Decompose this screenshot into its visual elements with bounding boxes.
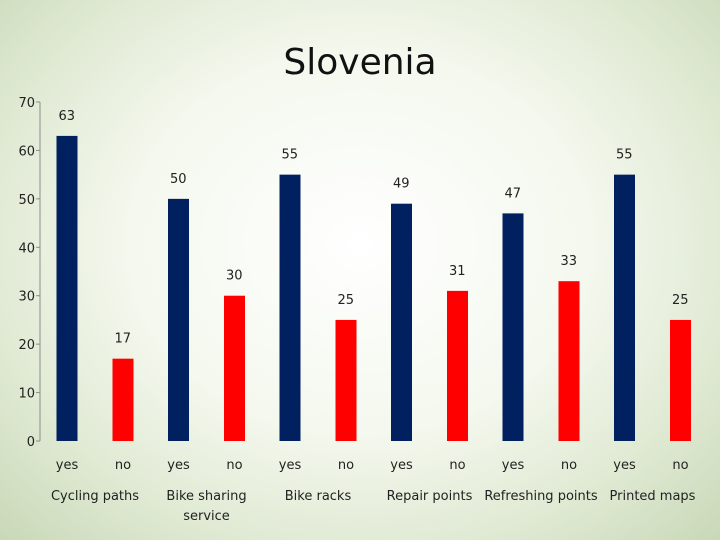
x-subcategory-label: yes: [279, 458, 302, 473]
x-subcategory-label: no: [672, 458, 688, 473]
data-label: 55: [282, 148, 299, 163]
bar: [614, 174, 635, 441]
bar: [558, 281, 580, 441]
y-tick-label: 40: [18, 241, 35, 256]
x-subcategory-label: yes: [502, 458, 525, 473]
bar: [56, 135, 78, 441]
data-label: 49: [393, 177, 410, 192]
bar: [279, 174, 301, 441]
x-group-label: Repair points: [387, 489, 473, 504]
bar: [391, 203, 412, 441]
x-subcategory-label: no: [561, 458, 577, 473]
bar: [112, 358, 134, 441]
bar: [168, 198, 189, 441]
x-subcategory-label: yes: [390, 458, 413, 473]
x-subcategory-label: no: [449, 458, 465, 473]
data-label: 63: [59, 109, 76, 124]
bar: [224, 295, 245, 441]
y-tick-label: 30: [18, 290, 35, 305]
data-label: 55: [616, 148, 633, 163]
x-subcategory-label: no: [226, 458, 242, 473]
data-label: 50: [170, 172, 187, 187]
data-label: 25: [672, 293, 689, 308]
y-tick-label: 60: [18, 144, 35, 159]
y-tick-label: 70: [18, 96, 35, 111]
data-label: 17: [115, 332, 132, 347]
bar: [670, 319, 691, 441]
x-group-label: Refreshing points: [484, 489, 597, 504]
data-label: 33: [561, 254, 578, 269]
data-label: 25: [338, 293, 355, 308]
x-group-label: Bike sharing: [166, 489, 246, 504]
bar: [335, 319, 357, 441]
x-group-label: Printed maps: [610, 489, 696, 504]
data-label: 47: [505, 186, 522, 201]
bar: [447, 290, 468, 441]
data-label: 30: [226, 269, 243, 284]
y-tick-label: 20: [18, 338, 35, 353]
x-subcategory-label: yes: [56, 458, 79, 473]
x-group-label: service: [183, 509, 230, 524]
x-subcategory-label: no: [115, 458, 131, 473]
x-subcategory-label: yes: [167, 458, 190, 473]
y-tick-label: 50: [18, 193, 35, 208]
x-subcategory-label: no: [338, 458, 354, 473]
chart-title: Slovenia: [283, 42, 437, 83]
bar: [502, 213, 524, 441]
x-group-label: Cycling paths: [51, 489, 139, 504]
y-tick-label: 10: [18, 387, 35, 402]
data-label: 31: [449, 264, 466, 279]
y-tick-label: 0: [27, 435, 35, 450]
x-group-label: Bike racks: [285, 489, 352, 504]
x-subcategory-label: yes: [613, 458, 636, 473]
